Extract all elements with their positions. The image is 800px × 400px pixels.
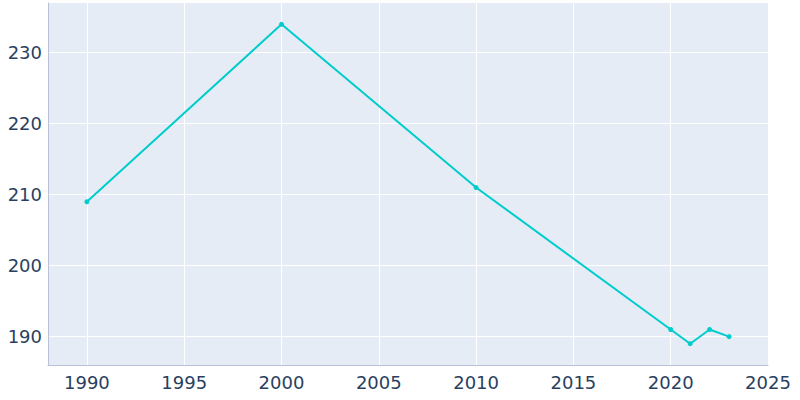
svg-text:210: 210	[8, 184, 42, 205]
svg-text:1995: 1995	[161, 372, 207, 393]
svg-text:2020: 2020	[648, 372, 694, 393]
svg-text:2005: 2005	[356, 372, 402, 393]
svg-text:2010: 2010	[453, 372, 499, 393]
svg-text:2015: 2015	[550, 372, 596, 393]
svg-text:2000: 2000	[259, 372, 305, 393]
svg-text:230: 230	[8, 42, 42, 63]
svg-text:190: 190	[8, 326, 42, 347]
svg-text:200: 200	[8, 255, 42, 276]
svg-text:2025: 2025	[745, 372, 791, 393]
svg-text:1990: 1990	[64, 372, 110, 393]
svg-text:220: 220	[8, 113, 42, 134]
